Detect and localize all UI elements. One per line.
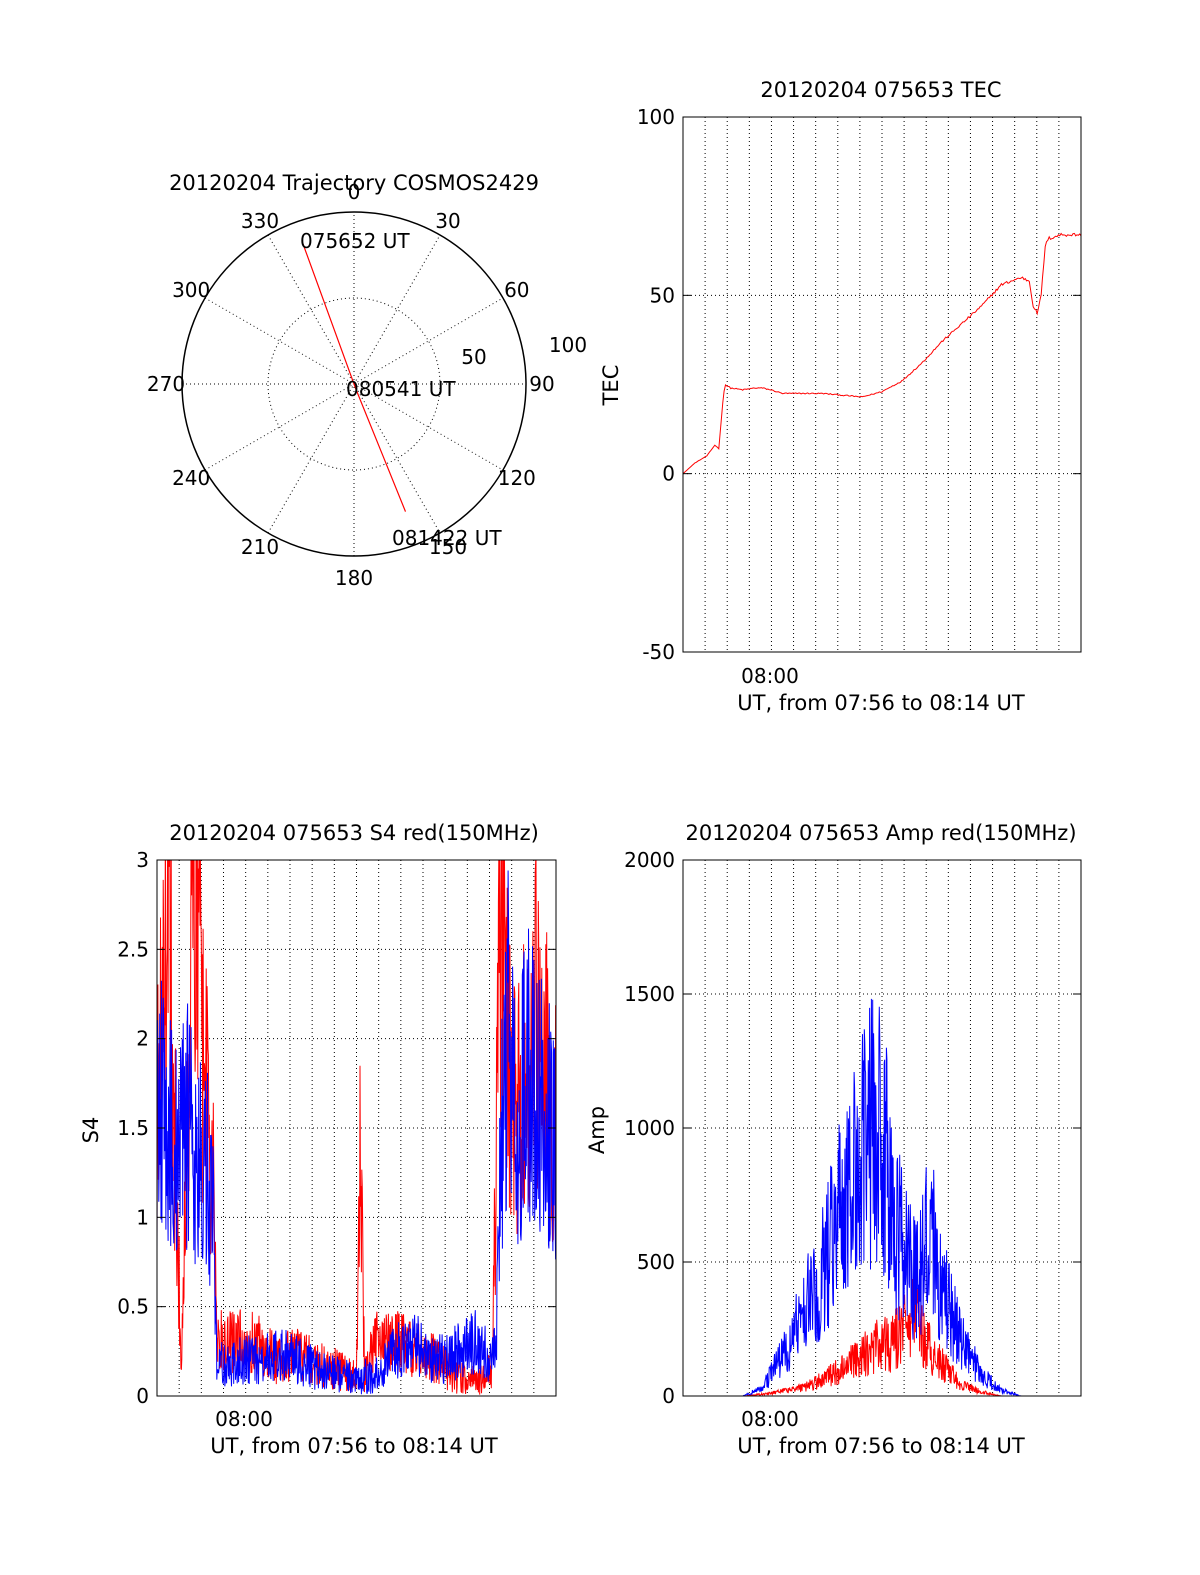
polar-title: 20120204 Trajectory COSMOS2429 [169,171,539,195]
s4-xtick-0800: 08:00 [215,1407,273,1431]
polar-ring-50 [267,297,441,471]
trajectory-start-label: 075652 UT [300,229,410,253]
polar-azimuth-label-0: 0 [348,180,361,204]
s4-ytick-label: 2.5 [117,937,149,961]
amp-xlabel: UT, from 07:56 to 08:14 UT [737,1434,1025,1458]
amp-title: 20120204 075653 Amp red(150MHz) [685,821,1076,845]
amp-yticks: 2000 1500 1000 500 0 [624,848,1081,1408]
s4-ytick-label: 1 [136,1205,149,1229]
tec-ytick-label: 0 [662,462,675,486]
s4-series-1-line [157,870,556,1395]
s4-ytick-label: 1.5 [117,1116,149,1140]
amp-ytick-label: 2000 [624,848,675,872]
amp-ytick-label: 0 [662,1384,675,1408]
tec-ytick-label: -50 [642,640,675,664]
polar-azimuth-label-120: 120 [498,466,536,490]
polar-azimuth-label-180: 180 [335,566,373,590]
polar-radial-label-100: 100 [549,333,587,357]
polar-azimuth-labels: 0 30 60 90 120 150 180 210 240 270 300 330 [147,180,555,590]
tec-title: 20120204 075653 TEC [760,78,1001,102]
tec-xlabel: UT, from 07:56 to 08:14 UT [737,691,1025,715]
polar-azimuth-label-150: 150 [429,535,467,559]
tec-series [683,232,1081,475]
polar-azimuth-label-270: 270 [147,372,185,396]
tec-yticks: 100 50 0 -50 [637,105,1081,664]
polar-azimuth-label-330: 330 [241,209,279,233]
s4-ytick-label: 0.5 [117,1295,149,1319]
s4-title: 20120204 075653 S4 red(150MHz) [169,821,539,845]
polar-azimuth-label-300: 300 [172,278,210,302]
s4-ytick-label: 0 [136,1384,149,1408]
amp-ytick-label: 1000 [624,1116,675,1140]
polar-azimuth-label-90: 90 [529,372,554,396]
s4-chart: 20120204 075653 S4 red(150MHz) 3 2.5 2 1.5 1… [79,821,557,1458]
amp-ytick-label: 500 [637,1250,675,1274]
tec-plot-frame [682,116,1082,653]
polar-azimuth-label-30: 30 [435,209,460,233]
amp-ytick-label: 1500 [624,982,675,1006]
s4-ytick-label: 2 [136,1027,149,1051]
polar-azimuth-label-60: 60 [504,278,529,302]
s4-series [157,860,556,1395]
s4-yticks: 3 2.5 2 1.5 1 0.5 0 [117,848,556,1408]
trajectory-end-label: 081422 UT [392,526,502,550]
amp-xtick-0800: 08:00 [741,1407,799,1431]
trajectory-mid-label: 080541 UT [346,377,456,401]
polar-trajectory-panel: 20120204 Trajectory COSMOS2429 0 30 60 90 12… [147,171,587,590]
amp-chart: 20120204 075653 Amp red(150MHz) 2000 1500… [585,821,1082,1458]
tec-ytick-label: 50 [650,283,675,307]
amp-ylabel: Amp [585,1106,609,1154]
s4-xlabel: UT, from 07:56 to 08:14 UT [210,1434,498,1458]
amp-grid [683,860,1081,1396]
trajectory-line [302,243,407,512]
s4-ytick-label: 3 [136,848,149,872]
tec-series-0-line [683,232,1081,475]
tec-xtick-0800: 08:00 [741,664,799,688]
amp-series-1-line [683,998,1081,1396]
polar-outer-ring [181,211,527,557]
polar-azimuth-label-210: 210 [241,535,279,559]
polar-radial-label-50: 50 [461,345,486,369]
tec-ylabel: TEC [599,365,623,407]
tec-chart: 20120204 075653 TEC 100 50 0 -50 08:00 UT, … [599,78,1082,715]
s4-ylabel: S4 [79,1117,103,1144]
polar-azimuth-label-240: 240 [172,466,210,490]
tec-ytick-label: 100 [637,105,675,129]
